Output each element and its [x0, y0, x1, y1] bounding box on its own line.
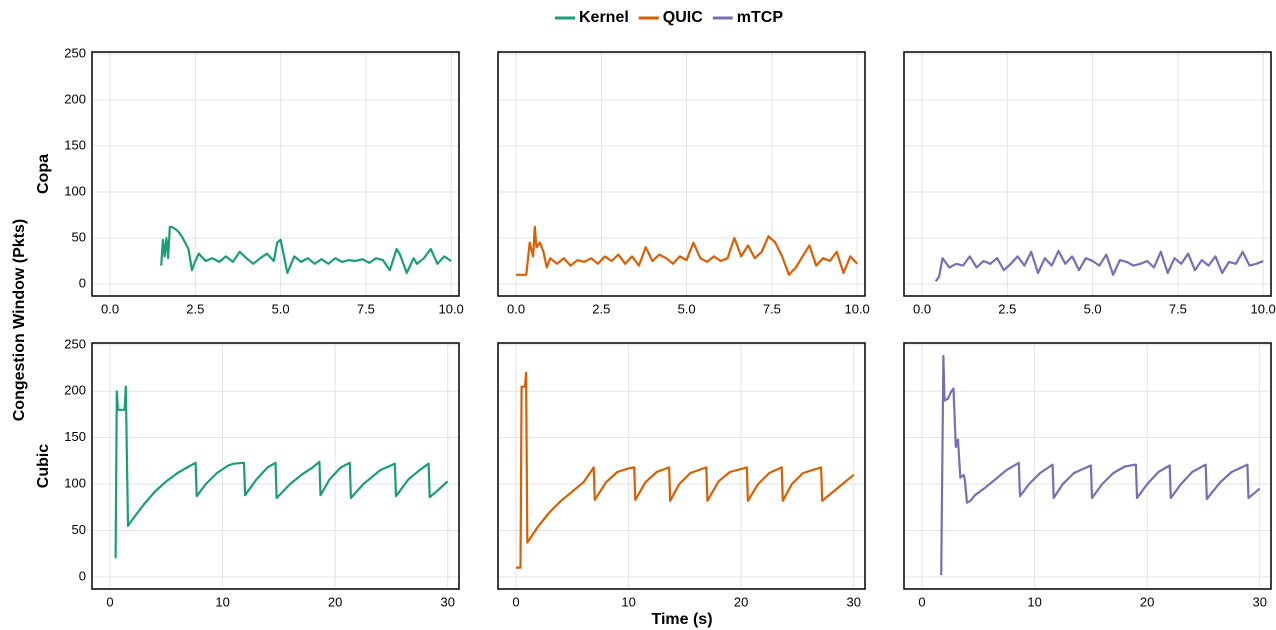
- y-tick-label: 100: [64, 183, 86, 198]
- legend-label: Kernel: [579, 9, 629, 26]
- plot-frame: [903, 51, 1272, 297]
- x-tick-label: 5.0: [678, 301, 696, 316]
- x-tick-label: 0: [918, 594, 925, 609]
- x-tick-label: 30: [441, 594, 455, 609]
- y-tick-label: 150: [64, 137, 86, 152]
- x-tick-label: 5.0: [1084, 301, 1102, 316]
- series-line: [516, 371, 855, 569]
- y-tick-label: 0: [79, 275, 86, 290]
- y-tick-label: 50: [72, 229, 86, 244]
- x-tick-label: 10.0: [844, 301, 869, 316]
- x-tick-label: 10.0: [438, 301, 463, 316]
- plot-background: [904, 52, 1271, 296]
- y-tick-label: 150: [64, 429, 86, 444]
- x-axis-label: Time (s): [651, 611, 712, 628]
- x-tick-label: 30: [1253, 594, 1267, 609]
- plot-background: [498, 343, 865, 589]
- x-tick-label: 20: [734, 594, 748, 609]
- series-line: [940, 354, 1261, 576]
- x-tick-label: 20: [328, 594, 342, 609]
- x-tick-label: 20: [1140, 594, 1154, 609]
- legend-label: mTCP: [737, 9, 784, 26]
- series-line: [516, 225, 859, 276]
- series-line: [114, 385, 449, 559]
- x-tick-label: 0.0: [101, 301, 119, 316]
- series-line: [160, 225, 452, 275]
- y-tick-label: 100: [64, 476, 86, 491]
- x-tick-label: 2.5: [186, 301, 204, 316]
- y-tick-label: 200: [64, 91, 86, 106]
- plot-frame: [91, 51, 460, 297]
- y-tick-label: 200: [64, 383, 86, 398]
- x-tick-label: 30: [847, 594, 861, 609]
- y-tick-label: 0: [79, 568, 86, 583]
- plot-frame: [91, 342, 460, 590]
- x-tick-label: 0.0: [507, 301, 525, 316]
- y-axis-label: Congestion Window (Pkts): [11, 219, 28, 422]
- x-tick-label: 10.0: [1250, 301, 1275, 316]
- x-tick-label: 7.5: [763, 301, 781, 316]
- x-tick-label: 7.5: [357, 301, 375, 316]
- x-tick-label: 2.5: [592, 301, 610, 316]
- x-tick-label: 10: [621, 594, 635, 609]
- plot-background: [92, 52, 459, 296]
- x-tick-label: 10: [215, 594, 229, 609]
- legend-label: QUIC: [663, 9, 703, 26]
- plot-frame: [903, 342, 1272, 590]
- x-tick-label: 0.0: [913, 301, 931, 316]
- plot-frame: [497, 342, 866, 590]
- y-tick-label: 50: [72, 522, 86, 537]
- x-tick-label: 7.5: [1169, 301, 1187, 316]
- x-tick-label: 0: [512, 594, 519, 609]
- row-label: Cubic: [35, 444, 52, 489]
- y-tick-label: 250: [64, 336, 86, 351]
- series-line: [934, 249, 1264, 282]
- row-label: Copa: [35, 154, 52, 194]
- x-tick-label: 2.5: [998, 301, 1016, 316]
- x-tick-label: 0: [106, 594, 113, 609]
- x-tick-label: 10: [1027, 594, 1041, 609]
- y-tick-label: 250: [64, 45, 86, 60]
- x-tick-label: 5.0: [272, 301, 290, 316]
- plot-frame: [497, 51, 866, 297]
